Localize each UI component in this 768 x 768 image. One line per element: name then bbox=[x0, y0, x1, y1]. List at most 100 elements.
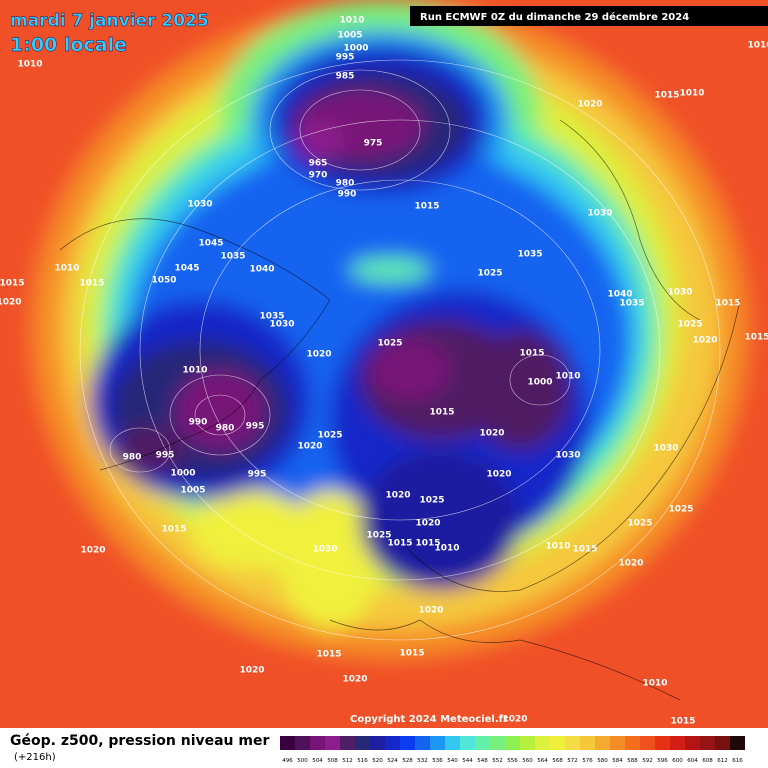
isobar-label: 1015 bbox=[387, 539, 412, 549]
legend-swatch bbox=[715, 736, 730, 750]
isobar-label: 1015 bbox=[572, 545, 597, 555]
legend-tick-label: 536 bbox=[432, 758, 443, 764]
legend-swatch bbox=[655, 736, 670, 750]
isobar-label: 1030 bbox=[269, 320, 294, 330]
isobar-label: 985 bbox=[336, 72, 355, 82]
isobar-label: 1045 bbox=[174, 264, 199, 274]
isobar-label: 1035 bbox=[619, 299, 644, 309]
legend-tick-label: 608 bbox=[702, 758, 713, 764]
isobar-label: 1025 bbox=[677, 320, 702, 330]
isobar-label: 1020 bbox=[239, 666, 264, 676]
legend-swatch bbox=[430, 736, 445, 750]
isobar-label: 1020 bbox=[0, 298, 22, 308]
isobar-label: 1010 bbox=[555, 372, 580, 382]
isobar-label: 975 bbox=[364, 139, 383, 149]
legend-swatch bbox=[700, 736, 715, 750]
isobar-label: 1015 bbox=[744, 333, 768, 343]
legend-swatch bbox=[505, 736, 520, 750]
isobar-label: 1010 bbox=[747, 41, 768, 51]
isobar-label: 1000 bbox=[170, 469, 195, 479]
isobar-label: 1010 bbox=[679, 89, 704, 99]
legend-swatch bbox=[580, 736, 595, 750]
forecast-date: mardi 7 janvier 2025 bbox=[10, 11, 209, 31]
isobar-label: 1020 bbox=[577, 100, 602, 110]
legend-tick-label: 500 bbox=[297, 758, 308, 764]
legend-tick-label: 592 bbox=[642, 758, 653, 764]
legend-tick-label: 596 bbox=[657, 758, 668, 764]
legend-swatch bbox=[400, 736, 415, 750]
isobar-label: 1025 bbox=[668, 505, 693, 515]
isobar-label: 970 bbox=[309, 171, 328, 181]
isobar-label: 1015 bbox=[399, 649, 424, 659]
isobar-label: 1005 bbox=[180, 486, 205, 496]
legend-tick-label: 560 bbox=[522, 758, 533, 764]
isobar-label: 1020 bbox=[692, 336, 717, 346]
legend-swatch bbox=[550, 736, 565, 750]
isobar-label: 1020 bbox=[415, 519, 440, 529]
isobar-label: 1025 bbox=[377, 339, 402, 349]
legend-swatch bbox=[445, 736, 460, 750]
isobar-label: 1015 bbox=[316, 650, 341, 660]
legend-tick-label: 520 bbox=[372, 758, 383, 764]
legend-tick-label: 600 bbox=[672, 758, 683, 764]
isobar-label: 965 bbox=[309, 159, 328, 169]
isobar-label: 1020 bbox=[618, 559, 643, 569]
legend-swatch bbox=[595, 736, 610, 750]
isobar-label: 1015 bbox=[161, 525, 186, 535]
isobar-label: 1035 bbox=[259, 312, 284, 322]
legend-swatch bbox=[475, 736, 490, 750]
isobar-label: 990 bbox=[338, 190, 357, 200]
legend-tick-label: 584 bbox=[612, 758, 623, 764]
isobar-label: 1030 bbox=[555, 451, 580, 461]
legend-swatch bbox=[730, 736, 745, 750]
forecast-time: 1:00 locale bbox=[10, 34, 127, 56]
legend-swatch bbox=[460, 736, 475, 750]
run-banner bbox=[410, 6, 768, 26]
isobar-label: 1040 bbox=[249, 265, 274, 275]
isobar-label: 1015 bbox=[79, 279, 104, 289]
isobar-label: 1010 bbox=[434, 544, 459, 554]
isobar-label: 1035 bbox=[517, 250, 542, 260]
legend-swatch bbox=[385, 736, 400, 750]
legend-swatch bbox=[610, 736, 625, 750]
isobar-label: 1000 bbox=[527, 378, 552, 388]
isobar-label: 1025 bbox=[419, 496, 444, 506]
isobar-label: 995 bbox=[246, 422, 265, 432]
legend-tick-label: 508 bbox=[327, 758, 338, 764]
isobar-label: 1015 bbox=[715, 299, 740, 309]
isobar-label: 1020 bbox=[486, 470, 511, 480]
isobar-label: 1005 bbox=[337, 31, 362, 41]
isobar-label: 1015 bbox=[414, 202, 439, 212]
isobar-label: 1025 bbox=[366, 531, 391, 541]
isobar-label: 1015 bbox=[654, 91, 679, 101]
legend-swatch bbox=[280, 736, 295, 750]
isobar-label: 1015 bbox=[519, 349, 544, 359]
legend-swatch bbox=[295, 736, 310, 750]
legend-swatch bbox=[415, 736, 430, 750]
isobar-label: 1000 bbox=[343, 44, 368, 54]
isobar-label: 1020 bbox=[418, 606, 443, 616]
isobar-label: 990 bbox=[189, 418, 208, 428]
legend-tick-label: 528 bbox=[402, 758, 413, 764]
legend-swatch bbox=[520, 736, 535, 750]
isobar-label: 1030 bbox=[187, 200, 212, 210]
isobar-label: 1010 bbox=[339, 16, 364, 26]
isobar-label: 980 bbox=[123, 453, 142, 463]
isobar-label: 1030 bbox=[667, 288, 692, 298]
isobar-label: 1010 bbox=[17, 60, 42, 70]
isobar-label: 1015 bbox=[670, 717, 695, 727]
legend-tick-label: 544 bbox=[462, 758, 473, 764]
legend-tick-label: 588 bbox=[627, 758, 638, 764]
legend-swatch bbox=[640, 736, 655, 750]
legend-tick-label: 540 bbox=[447, 758, 458, 764]
isobar-label: 1015 bbox=[429, 408, 454, 418]
color-legend: 496 500 504 508 512 516 520 524 528 532 536 540 544 5… bbox=[280, 736, 745, 764]
legend-swatch bbox=[535, 736, 550, 750]
isobar-label: 1010 bbox=[54, 264, 79, 274]
isobar-label: 995 bbox=[156, 451, 175, 461]
isobar-label: 1015 bbox=[0, 279, 25, 289]
isobar-label: 1010 bbox=[642, 679, 667, 689]
legend-tick-label: 496 bbox=[282, 758, 293, 764]
isobar-label: 1050 bbox=[151, 276, 176, 286]
